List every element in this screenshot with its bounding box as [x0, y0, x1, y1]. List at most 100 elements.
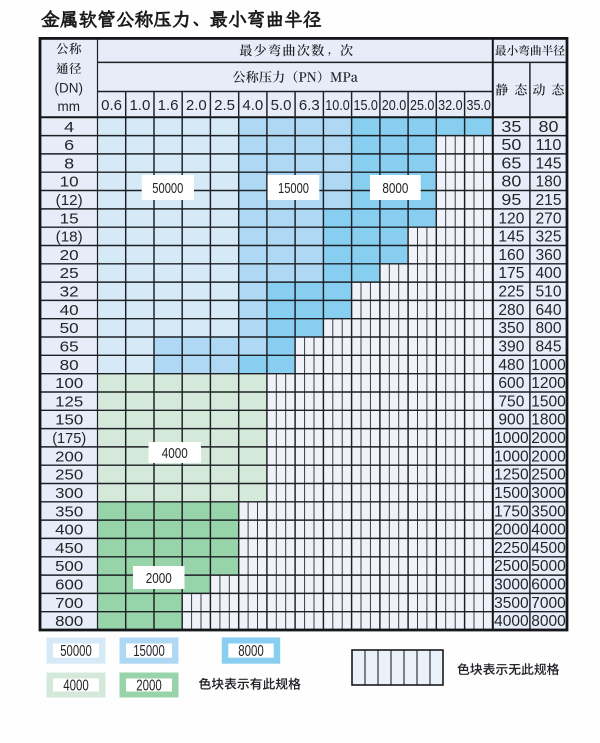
svg-text:50: 50: [501, 137, 521, 154]
svg-text:2.5: 2.5: [214, 97, 235, 114]
svg-text:3500: 3500: [531, 503, 566, 520]
svg-text:32: 32: [60, 284, 79, 301]
svg-text:350: 350: [498, 320, 524, 337]
svg-text:50: 50: [60, 320, 79, 337]
svg-text:15000: 15000: [133, 643, 165, 660]
svg-text:450: 450: [55, 540, 83, 557]
svg-text:2000: 2000: [494, 522, 529, 539]
svg-text:6: 6: [64, 137, 74, 154]
svg-text:65: 65: [60, 339, 79, 356]
svg-text:(175): (175): [52, 430, 86, 447]
svg-text:1500: 1500: [494, 485, 529, 502]
svg-text:400: 400: [536, 265, 562, 282]
svg-text:150: 150: [55, 412, 83, 429]
svg-text:250: 250: [55, 467, 83, 484]
svg-text:1000: 1000: [531, 357, 566, 374]
svg-text:2.0: 2.0: [186, 97, 207, 114]
svg-text:10.0: 10.0: [325, 97, 350, 114]
svg-text:15: 15: [60, 210, 79, 227]
svg-text:4000: 4000: [63, 678, 89, 695]
svg-text:160: 160: [498, 247, 524, 264]
svg-text:180: 180: [536, 174, 562, 191]
svg-text:(18): (18): [56, 229, 83, 246]
svg-text:50000: 50000: [152, 180, 183, 197]
svg-text:215: 215: [536, 192, 562, 209]
svg-text:175: 175: [498, 265, 524, 282]
svg-text:2250: 2250: [494, 540, 529, 557]
svg-text:7000: 7000: [531, 595, 566, 612]
svg-text:15000: 15000: [278, 180, 309, 197]
svg-text:4: 4: [64, 119, 74, 136]
svg-text:750: 750: [498, 393, 524, 410]
svg-text:2000: 2000: [531, 448, 566, 465]
svg-text:(12): (12): [56, 192, 83, 209]
svg-text:80: 80: [539, 119, 559, 136]
svg-text:5.0: 5.0: [271, 97, 292, 114]
svg-text:640: 640: [536, 302, 562, 319]
svg-text:1200: 1200: [531, 375, 566, 392]
svg-text:1.0: 1.0: [129, 97, 150, 114]
svg-text:325: 325: [536, 229, 562, 246]
svg-text:500: 500: [55, 558, 83, 575]
svg-text:1800: 1800: [531, 412, 566, 429]
svg-text:4500: 4500: [531, 540, 566, 557]
svg-text:390: 390: [498, 339, 524, 356]
svg-text:1000: 1000: [494, 430, 529, 447]
svg-text:1750: 1750: [494, 503, 529, 520]
svg-text:350: 350: [55, 503, 83, 520]
svg-text:1500: 1500: [531, 393, 566, 410]
svg-text:845: 845: [536, 339, 562, 356]
svg-text:4000: 4000: [162, 445, 188, 462]
svg-text:4.0: 4.0: [242, 97, 263, 114]
svg-text:2500: 2500: [531, 467, 566, 484]
svg-text:270: 270: [536, 210, 562, 227]
svg-text:6.3: 6.3: [299, 97, 320, 114]
svg-text:20: 20: [60, 247, 79, 264]
svg-text:200: 200: [55, 448, 83, 465]
svg-text:2000: 2000: [136, 678, 162, 695]
svg-text:4000: 4000: [494, 613, 529, 630]
svg-text:40: 40: [60, 302, 79, 319]
svg-text:15.0: 15.0: [353, 97, 378, 114]
svg-text:480: 480: [498, 357, 524, 374]
svg-text:120: 120: [498, 210, 524, 227]
svg-text:3500: 3500: [494, 595, 529, 612]
svg-text:2000: 2000: [146, 570, 172, 587]
svg-text:1.6: 1.6: [158, 97, 179, 114]
svg-text:125: 125: [55, 393, 83, 410]
svg-text:145: 145: [536, 155, 562, 172]
svg-text:400: 400: [55, 522, 83, 539]
svg-text:50000: 50000: [60, 643, 92, 660]
svg-text:700: 700: [55, 595, 83, 612]
svg-text:35: 35: [501, 119, 521, 136]
svg-text:35.0: 35.0: [466, 97, 491, 114]
svg-text:25: 25: [60, 265, 79, 282]
svg-text:800: 800: [536, 320, 562, 337]
svg-text:10: 10: [60, 174, 79, 191]
svg-text:3000: 3000: [531, 485, 566, 502]
svg-text:0.6: 0.6: [101, 97, 122, 114]
svg-text:mm: mm: [58, 99, 81, 114]
svg-text:800: 800: [55, 613, 83, 630]
svg-text:(DN): (DN): [55, 81, 84, 96]
svg-text:8000: 8000: [382, 180, 408, 197]
svg-text:32.0: 32.0: [438, 97, 463, 114]
svg-text:8000: 8000: [238, 643, 264, 660]
svg-text:8000: 8000: [531, 613, 566, 630]
svg-text:80: 80: [60, 357, 79, 374]
svg-text:360: 360: [536, 247, 562, 264]
svg-text:2000: 2000: [531, 430, 566, 447]
svg-text:225: 225: [498, 284, 524, 301]
svg-text:300: 300: [55, 485, 83, 502]
svg-text:8: 8: [64, 155, 74, 172]
svg-text:1250: 1250: [494, 467, 529, 484]
svg-text:2500: 2500: [494, 558, 529, 575]
svg-text:900: 900: [498, 412, 524, 429]
svg-text:3000: 3000: [494, 577, 529, 594]
svg-text:6000: 6000: [531, 577, 566, 594]
svg-text:20.0: 20.0: [382, 97, 407, 114]
svg-text:65: 65: [501, 155, 521, 172]
svg-text:80: 80: [501, 174, 521, 191]
svg-text:4000: 4000: [531, 522, 566, 539]
svg-text:95: 95: [501, 192, 521, 209]
